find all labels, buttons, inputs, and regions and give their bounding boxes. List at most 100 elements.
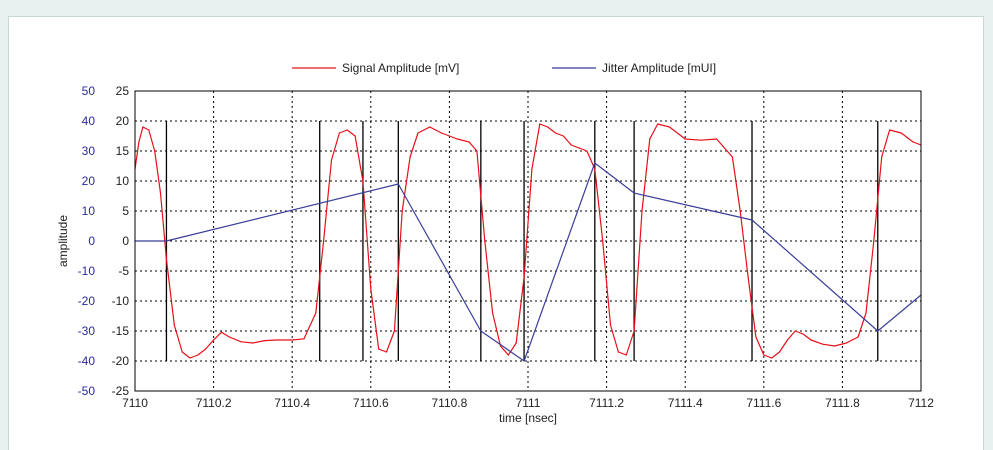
y-left-tick-label: -50 (78, 384, 96, 398)
x-tick-labels: 7110 7110.2 7110.4 7110.6 7110.8 7111 7111.2 71… (122, 396, 934, 410)
signal-point (625, 354, 627, 356)
x-tick-label: 7110.6 (353, 396, 389, 410)
signal-point (220, 331, 223, 333)
y-right-tick-labels: 25 20 15 10 5 0 -5 -10 -15 -20 -25 (112, 84, 130, 398)
signal-point (802, 333, 804, 335)
signal-point (649, 138, 651, 140)
y-left-tick-label: 30 (82, 144, 96, 158)
signal-point (594, 168, 596, 170)
x-tick-label: 7110.8 (431, 396, 467, 410)
signal-point (570, 144, 572, 146)
y-right-tick-label: -10 (112, 294, 130, 308)
legend: Signal Amplitude [mV] Jitter Amplitude [… (292, 61, 716, 75)
signal-point (409, 156, 411, 158)
signal-point (912, 141, 914, 143)
signal-point (323, 240, 325, 242)
signal-point (684, 138, 686, 140)
y-left-tick-labels: 50 40 30 20 10 0 -10 -20 -30 -40 -50 (78, 84, 96, 398)
signal-point (873, 240, 875, 242)
signal-point (370, 288, 372, 290)
y-right-tick-label: 10 (116, 174, 130, 188)
y-right-tick-label: -20 (112, 354, 130, 368)
signal-point (657, 123, 659, 125)
y-right-tick-label: -25 (112, 384, 130, 398)
y-axis-label: amplitude (56, 215, 70, 267)
signal-point (476, 150, 478, 152)
signal-point (456, 138, 458, 140)
signal-point (786, 339, 789, 341)
y-left-tick-label: -30 (78, 324, 96, 338)
signal-point (354, 135, 356, 137)
signal-point (173, 324, 175, 326)
signal-point (197, 354, 199, 356)
signal-point (213, 339, 215, 341)
jitter-point (165, 240, 167, 242)
y-left-tick-label: -10 (78, 264, 96, 278)
x-tick-label: 7110.2 (196, 396, 232, 410)
signal-point (641, 210, 643, 212)
grid (135, 91, 921, 391)
signal-point (228, 336, 230, 338)
signal-point (330, 159, 333, 161)
jitter-point (480, 330, 482, 332)
y-right-tick-label: 25 (116, 84, 130, 98)
x-tick-label: 7111.4 (668, 396, 703, 410)
jitter-amplitude-line (135, 162, 922, 362)
x-axis-label: time [nsec] (499, 411, 557, 425)
signal-point (385, 351, 388, 353)
signal-point (617, 351, 620, 353)
signal-point (900, 132, 902, 134)
chart-frame: Signal Amplitude [mV] Jitter Amplitude [… (8, 16, 984, 450)
jitter-point (877, 330, 879, 332)
x-tick-label: 7110 (122, 396, 148, 410)
signal-point (252, 342, 254, 344)
jitter-point (594, 162, 596, 164)
signal-point (142, 126, 144, 128)
jitter-point (751, 219, 753, 221)
signal-point (401, 210, 403, 212)
y-left-tick-label: 10 (82, 204, 96, 218)
y-left-tick-label: -20 (78, 294, 96, 308)
signal-point (189, 357, 191, 359)
signal-point (484, 240, 486, 242)
signal-point (810, 339, 812, 341)
x-tick-label: 7111.6 (746, 396, 781, 410)
signal-point (771, 357, 773, 359)
signal-point (492, 312, 494, 314)
signal-point (378, 348, 380, 350)
y-left-tick-label: 20 (82, 174, 96, 188)
signal-point (499, 345, 502, 347)
chart-svg: Signal Amplitude [mV] Jitter Amplitude [… (56, 61, 934, 425)
signal-point (393, 330, 395, 332)
signal-point (148, 129, 150, 131)
signal-point (338, 132, 340, 134)
signal-point (264, 340, 266, 342)
signal-point (240, 341, 242, 343)
jitter-point (523, 360, 525, 362)
signal-point (554, 132, 557, 134)
y-left-tick-label: 40 (82, 114, 96, 128)
signal-point (668, 126, 671, 128)
signal-point (291, 339, 293, 341)
signal-point (417, 132, 419, 134)
x-tick-label: 7112 (908, 396, 934, 410)
signal-point (763, 354, 765, 356)
signal-point (586, 150, 588, 152)
signal-point (865, 312, 867, 314)
signal-point (303, 338, 305, 340)
signal-point (539, 123, 541, 125)
signal-point (515, 342, 517, 344)
signal-point (794, 330, 796, 332)
y-right-tick-label: -5 (118, 264, 129, 278)
legend-signal-label: Signal Amplitude [mV] (342, 61, 459, 75)
signal-point (165, 258, 167, 260)
signal-point (531, 168, 533, 170)
signal-point (881, 156, 883, 158)
y-right-tick-label: -15 (112, 324, 130, 338)
signal-point (547, 126, 549, 128)
signal-point (205, 348, 207, 350)
signal-point (346, 129, 348, 131)
signal-point (181, 351, 183, 353)
signal-point (833, 345, 836, 347)
signal-point (747, 276, 749, 278)
